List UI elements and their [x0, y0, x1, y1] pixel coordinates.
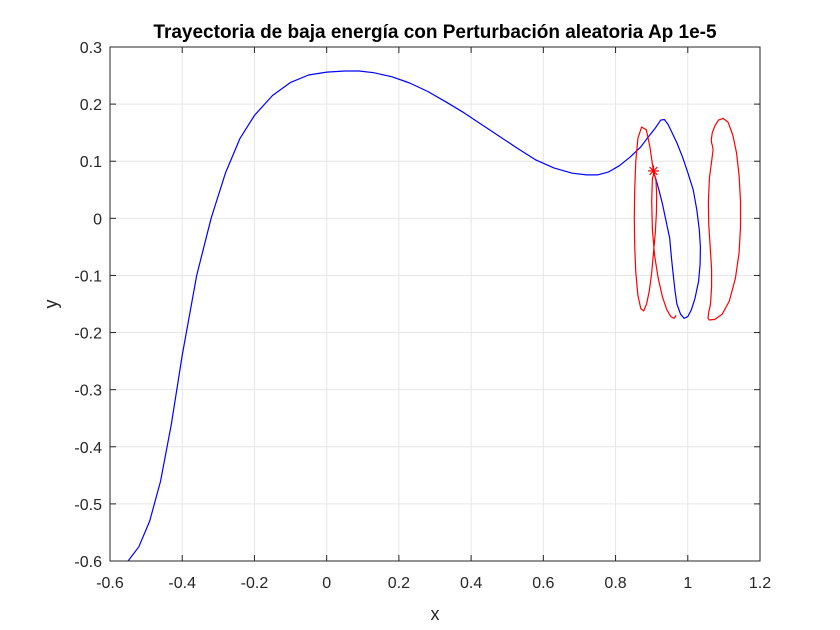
y-tick-label: -0.4 — [74, 440, 102, 457]
x-axis-label: x — [431, 604, 440, 624]
y-tick-label: 0.2 — [80, 97, 102, 114]
y-tick-label: 0.3 — [80, 40, 102, 57]
orbit-right-line — [707, 117, 742, 321]
x-tick-labels: -0.6 -0.4 -0.2 0 0.2 0.4 0.6 0.8 1 1.2 — [96, 575, 771, 592]
y-tick-label: -0.1 — [74, 268, 102, 285]
axes-box — [109, 46, 761, 562]
y-tick-label: 0.1 — [80, 154, 102, 171]
trajectory-line — [127, 70, 702, 561]
x-tick-label: 1 — [683, 575, 692, 592]
y-tick-label: -0.3 — [74, 383, 102, 400]
series-group — [127, 70, 742, 561]
y-tick-label: -0.6 — [74, 554, 102, 571]
series-layer — [127, 70, 742, 561]
x-tick-label: 0.4 — [460, 575, 482, 592]
orbit-left-line — [633, 126, 677, 319]
x-tick-label: 0.2 — [388, 575, 410, 592]
x-tick-label: 0.6 — [532, 575, 554, 592]
y-axis-label: y — [41, 300, 61, 309]
x-tick-label: -0.6 — [96, 575, 124, 592]
y-tick-label: 0 — [93, 211, 102, 228]
y-tick-labels: -0.6 -0.5 -0.4 -0.3 -0.2 -0.1 0 0.1 0.2 0.3 — [74, 40, 102, 571]
x-tick-label: 1.2 — [749, 575, 771, 592]
x-tick-label: -0.4 — [168, 575, 196, 592]
axis-ticks — [109, 46, 761, 562]
chart-title: Trayectoria de baja energía con Perturba… — [153, 22, 717, 43]
x-tick-label: 0.8 — [604, 575, 626, 592]
x-tick-label: -0.2 — [241, 575, 269, 592]
y-tick-label: -0.2 — [74, 326, 102, 343]
plot-area — [110, 47, 760, 561]
start-marker — [647, 165, 659, 177]
y-tick-label: -0.5 — [74, 497, 102, 514]
x-tick-label: 0 — [322, 575, 331, 592]
